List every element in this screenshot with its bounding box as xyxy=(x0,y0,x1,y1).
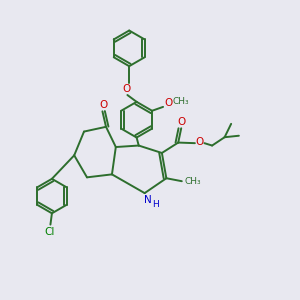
Text: O: O xyxy=(178,117,186,127)
Text: CH₃: CH₃ xyxy=(172,98,189,106)
Text: H: H xyxy=(152,200,159,209)
Text: O: O xyxy=(99,100,107,110)
Text: O: O xyxy=(164,98,172,108)
Text: O: O xyxy=(196,137,204,147)
Text: O: O xyxy=(123,84,131,94)
Text: Cl: Cl xyxy=(45,227,55,237)
Text: N: N xyxy=(144,195,152,205)
Text: CH₃: CH₃ xyxy=(185,177,201,186)
